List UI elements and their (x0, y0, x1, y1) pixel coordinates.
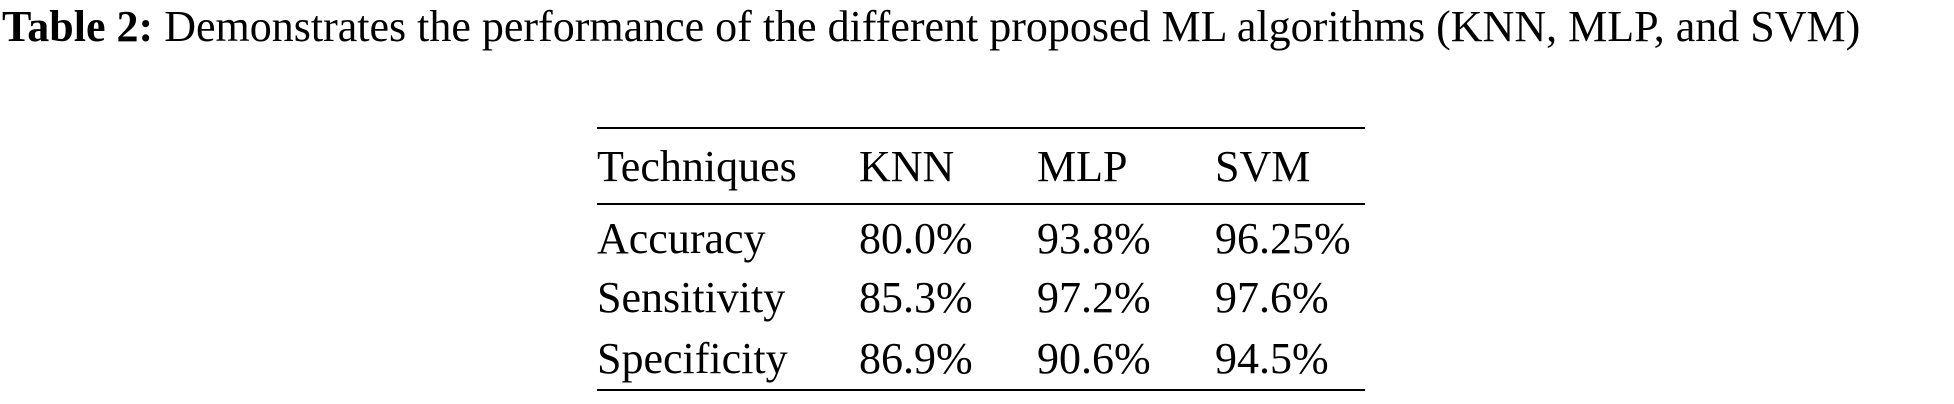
table-cell: 85.3% (859, 272, 973, 322)
table-row: Sensitivity 85.3% 97.2% 97.6% (597, 266, 1365, 328)
row-label: Accuracy (597, 214, 766, 263)
table-cell: 97.2% (1037, 272, 1151, 322)
table-header: Techniques KNN MLP SVM (597, 128, 1365, 205)
table-cell: 90.6% (1037, 334, 1151, 383)
table-cell: 86.9% (859, 334, 973, 383)
row-label: Specificity (597, 334, 788, 383)
table-caption: Table 2: Demonstrates the performance of… (2, 2, 1952, 52)
table-row: Accuracy 80.0% 93.8% 96.25% (597, 204, 1365, 266)
header-cell: SVM (1215, 128, 1365, 205)
header-row: Techniques KNN MLP SVM (597, 128, 1365, 205)
row-label: Sensitivity (597, 272, 786, 322)
table-row: Specificity 86.9% 90.6% 94.5% (597, 328, 1365, 390)
table-cell: 80.0% (859, 214, 973, 263)
caption-label: Table 2: (2, 2, 154, 51)
table-cell: 94.5% (1215, 334, 1329, 383)
table-body: Accuracy 80.0% 93.8% 96.25% Sensitivity 85.3%… (597, 204, 1365, 390)
table-cell: 96.25% (1215, 214, 1351, 263)
caption-text: Demonstrates the performance of the diff… (164, 2, 1861, 51)
header-cell: KNN (859, 128, 1037, 205)
table-cell: 93.8% (1037, 214, 1151, 263)
header-cell: MLP (1037, 128, 1215, 205)
table-cell: 97.6% (1215, 272, 1329, 322)
header-cell: Techniques (597, 128, 859, 205)
results-table: Techniques KNN MLP SVM Accuracy 80.0% 93.8% 96… (597, 127, 1365, 391)
